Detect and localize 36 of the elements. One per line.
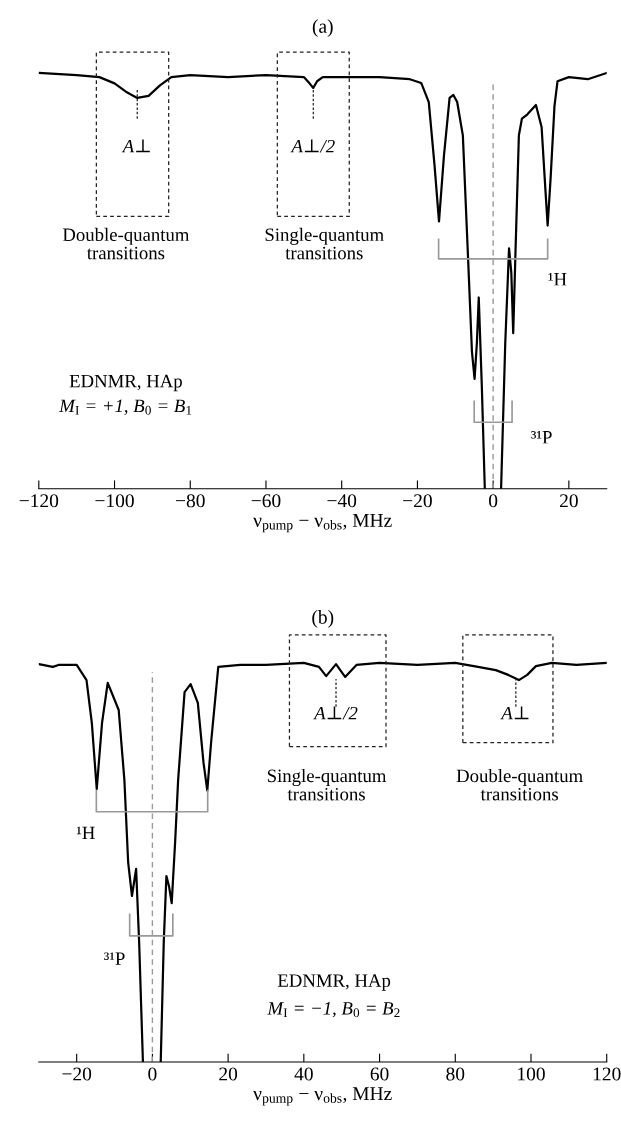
- x-tick-label: 120: [593, 1067, 621, 1081]
- x-tick-label: 0: [148, 1067, 157, 1081]
- x-tick-label: 40: [294, 1067, 313, 1081]
- annotation: Double-quantum transitions: [456, 768, 583, 801]
- x-tick-label: −20: [403, 494, 432, 508]
- chart-title: (b): [312, 610, 334, 628]
- annotation: ¹H: [76, 826, 95, 840]
- x-tick-label: −80: [176, 494, 205, 508]
- x-tick-label: −100: [95, 494, 134, 508]
- x-tick-label: 100: [518, 1067, 545, 1081]
- annotation: A⊥: [500, 706, 529, 720]
- x-tick-label: 20: [219, 1067, 238, 1081]
- x-axis-title: ν$_{pump}$ − ν$_{obs}$, MHz: [253, 514, 392, 533]
- chart-title: (a): [312, 19, 333, 37]
- x-tick-label: 20: [559, 494, 578, 508]
- annotation: A⊥: [121, 139, 150, 153]
- annotation: ³¹P: [104, 952, 125, 965]
- annotation: Single-quantum transitions: [265, 227, 384, 260]
- x-tick-label: −120: [19, 494, 59, 508]
- x-tick-label: 80: [446, 1067, 465, 1081]
- annotation: ³¹P: [531, 431, 552, 444]
- annotation: A⊥/2: [313, 706, 358, 720]
- x-tick-label: −40: [327, 494, 357, 508]
- x-tick-label: 60: [370, 1067, 389, 1081]
- x-tick-label: 0: [489, 494, 498, 508]
- annotation: EDNMR, HAp: [69, 374, 182, 392]
- annotation: A⊥/2: [290, 139, 335, 153]
- x-tick-label: −20: [62, 1067, 92, 1081]
- annotation: EDNMR, HAp: [277, 974, 391, 991]
- x-tick-label: −60: [251, 494, 281, 508]
- annotation: Single-quantum transitions: [267, 768, 387, 801]
- annotation: Double-quantum transitions: [62, 227, 190, 260]
- annotation: M$_{I}$ = −1, B$_{0}$ = B$_{2}$: [267, 1002, 400, 1018]
- x-axis-title: ν$_{pump}$ − ν$_{obs}$, MHz: [253, 1087, 392, 1106]
- annotation: ¹H: [548, 273, 567, 286]
- annotation: M$_{I}$ = +1, B$_{0}$ = B$_{1}$: [59, 399, 192, 415]
